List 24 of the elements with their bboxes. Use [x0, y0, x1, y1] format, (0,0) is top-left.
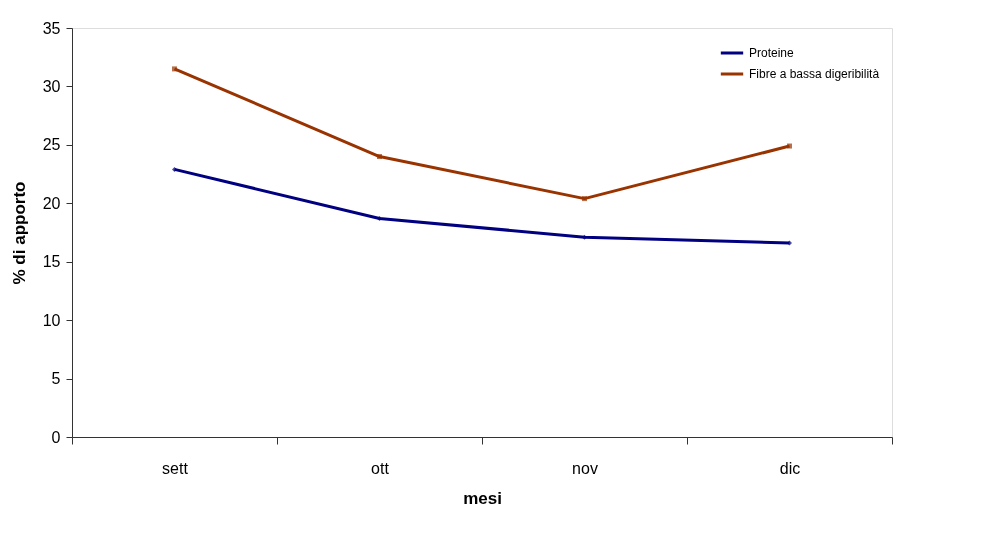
- y-tick-label: 15: [42, 253, 61, 271]
- point: [582, 196, 587, 202]
- point: [787, 143, 792, 149]
- x-axis-title: mesi: [463, 488, 502, 508]
- x-tick-label: sett: [162, 459, 189, 477]
- legend-label: Proteine: [749, 46, 795, 60]
- point: [377, 215, 382, 221]
- point: [172, 166, 177, 172]
- y-tick-label: 35: [42, 19, 61, 37]
- legend-label: Fibre a bassa digeribilità: [749, 67, 880, 81]
- point: [582, 234, 587, 240]
- point: [172, 66, 177, 72]
- point: [377, 154, 382, 160]
- x-tick-label: nov: [572, 459, 598, 477]
- x-tick-label: ott: [371, 459, 390, 477]
- y-tick-label: 0: [51, 428, 61, 446]
- x-tick-label: dic: [779, 459, 801, 477]
- y-tick-label: 20: [42, 194, 61, 212]
- y-axis-title: % di apporto: [9, 181, 29, 285]
- y-tick-label: 25: [42, 136, 61, 154]
- y-tick-label: 30: [42, 77, 61, 95]
- y-tick-label: 5: [51, 370, 61, 388]
- y-tick-label: 10: [42, 311, 61, 329]
- point: [787, 240, 792, 246]
